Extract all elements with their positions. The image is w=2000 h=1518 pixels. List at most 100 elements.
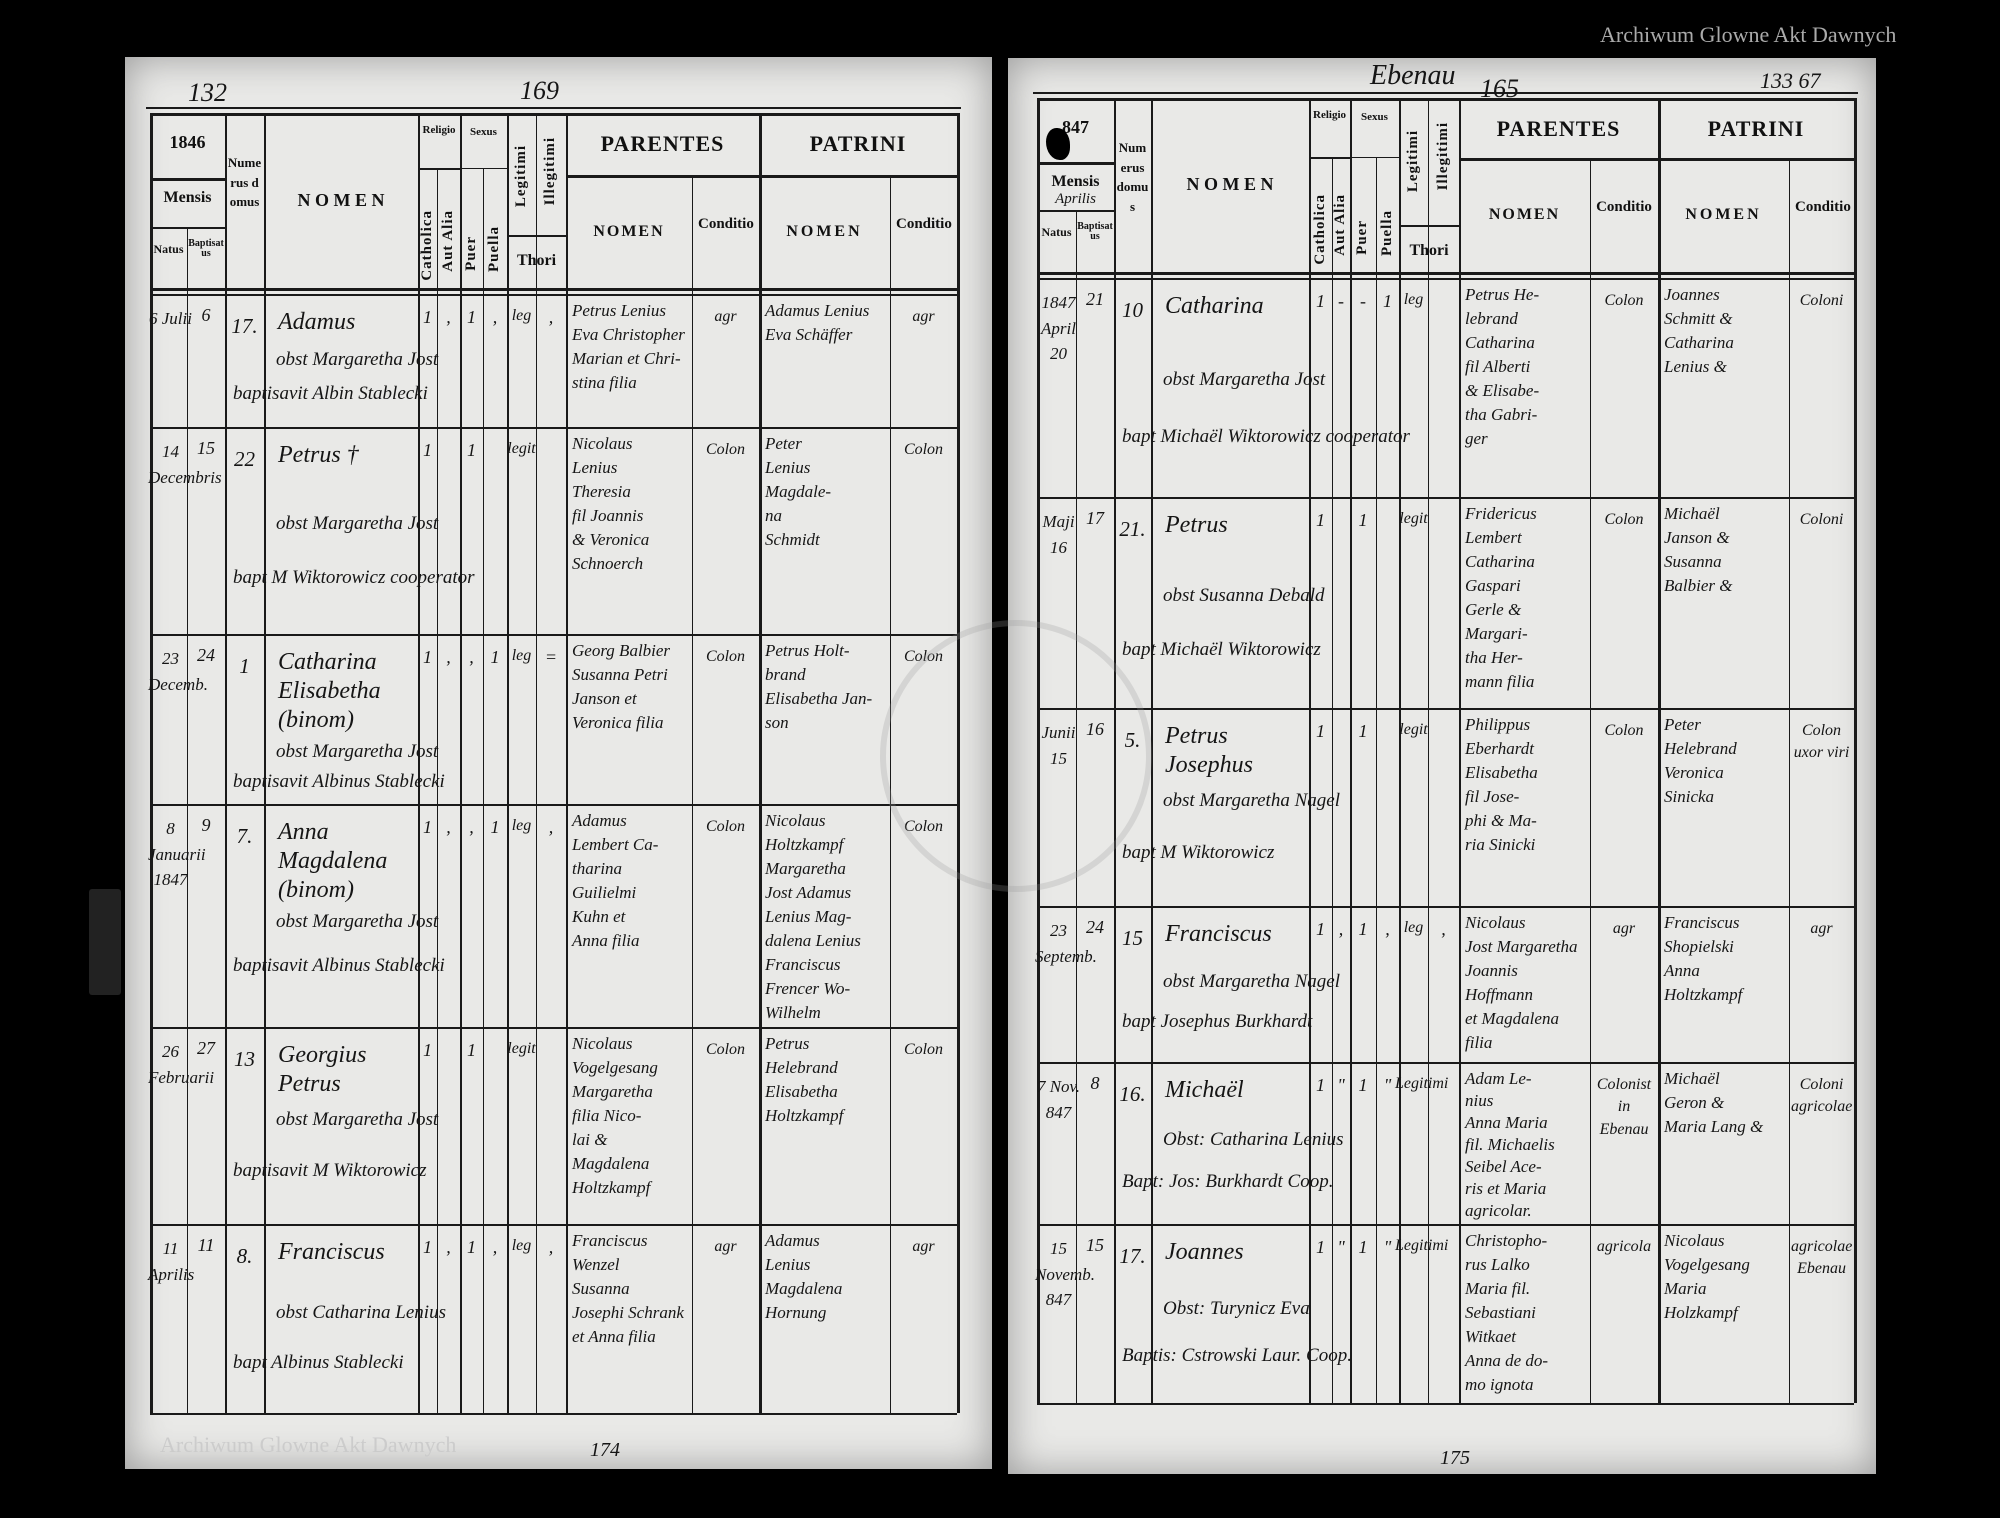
parents-line: Anna filia <box>572 931 640 950</box>
catholica-mark: 1 <box>1316 291 1325 311</box>
midwife-note: obst Catharina Lenius <box>276 1302 446 1323</box>
puer-mark: , <box>469 647 474 667</box>
parents-line: fil Jose- <box>1465 787 1520 806</box>
godparents-line: Lenius <box>765 1255 811 1274</box>
child-name: Georgius Petrus <box>278 1042 367 1097</box>
godparents-line: Helebrand <box>1664 739 1737 758</box>
godparents-line: Sinicka <box>1664 787 1715 806</box>
column-line <box>1459 98 1461 1403</box>
godparents-condition: Colon <box>903 441 944 458</box>
godparents-line: Magdalena <box>765 1279 843 1298</box>
parents-line: stina filia <box>572 373 637 392</box>
midwife-note: obst Margaretha Jost <box>276 349 439 370</box>
rule-line <box>1037 906 1854 908</box>
parentes-label: PARENTES <box>600 131 725 156</box>
parents-line: Lembert <box>1465 528 1522 547</box>
godparents-line: Peter <box>1664 715 1701 734</box>
thori-label: Thori <box>516 252 557 269</box>
baptisatus-date: 24 <box>197 645 215 665</box>
column-line <box>1350 98 1352 1403</box>
parents-line: Theresia <box>572 482 631 501</box>
patrini-conditio-label: Conditio <box>1795 199 1851 215</box>
illegitimi-mark: , <box>548 1237 554 1257</box>
rule-line <box>1033 92 1858 94</box>
puer-mark: - <box>1360 291 1366 311</box>
godparents-line: Magdale- <box>765 482 832 501</box>
parents-line: Adam Le- <box>1465 1069 1532 1088</box>
puella-mark: , <box>492 1237 498 1257</box>
parents-line: Marian et Chri- <box>572 349 681 368</box>
godparents-line: Schmidt <box>765 530 820 549</box>
parents-condition: Colon <box>705 818 746 835</box>
house-number: 16. <box>1119 1082 1146 1106</box>
parents-line: filia Nico- <box>572 1106 642 1125</box>
column-line <box>1854 98 1857 1403</box>
house-number: 17. <box>231 314 258 338</box>
parents-line: Eva Christopher <box>572 325 685 344</box>
parents-line: Gerle & <box>1465 600 1522 619</box>
child-name: Catharina <box>1165 293 1264 319</box>
godparents-line: Franciscus <box>1664 913 1740 932</box>
puer-mark: 1 <box>1358 1237 1368 1257</box>
natus-date: 23 Septemb. <box>1035 921 1097 966</box>
parents-line: & Elisabe- <box>1465 381 1540 400</box>
parents-line: Jost Margaretha <box>1465 937 1578 956</box>
godparents-line: Nicolaus <box>1664 1231 1725 1250</box>
legitimi-mark: leg <box>1403 291 1424 308</box>
godparents-line: Petrus <box>765 1034 810 1053</box>
parents-line: Eberhardt <box>1465 739 1534 758</box>
catholica-mark: 1 <box>1316 919 1325 939</box>
godparents-line: Elisabetha Jan- <box>765 689 873 708</box>
godparents-condition: agr <box>1810 920 1833 937</box>
rule-line <box>150 1027 957 1029</box>
legitimi-mark: legit <box>1399 721 1428 738</box>
parents-line: Nicolaus <box>572 1034 633 1053</box>
parents-line: fil Joannis <box>572 506 644 525</box>
rule-line <box>150 804 957 806</box>
parents-line: ria Sinicki <box>1465 835 1536 854</box>
religio-label: Religio <box>1313 109 1346 121</box>
parents-line: filia <box>1465 1033 1493 1052</box>
house-number: 1 <box>239 654 250 678</box>
child-name: Franciscus <box>1165 921 1272 947</box>
rule-line <box>150 1224 957 1226</box>
rule-line <box>150 427 957 429</box>
column-line <box>418 113 420 1413</box>
baptizer-note: Bapt: Jos: Burkhardt Coop. <box>1122 1171 1334 1192</box>
child-name: Anna Magdalena (binom) <box>278 819 388 903</box>
patrini-nomen-label: NOMEN <box>786 222 863 240</box>
midwife-note: obst Margaretha Jost <box>276 513 439 534</box>
column-line <box>483 168 484 1413</box>
godparents-condition: agr <box>912 308 935 325</box>
child-name: Franciscus <box>278 1239 385 1265</box>
illegitimi-mark: , <box>1441 919 1446 939</box>
rule-line <box>1399 225 1459 227</box>
catholica-mark: 1 <box>1316 1237 1325 1257</box>
legitimi-mark: legit <box>507 1040 536 1057</box>
godparents-line: Jost Adamus <box>765 883 852 902</box>
catholica-mark: 1 <box>423 1040 432 1060</box>
parents-condition: Colon <box>705 441 746 458</box>
illegitimi-mark: = <box>544 647 558 667</box>
godparents-condition: agr <box>912 1238 935 1255</box>
godparents-condition: Colon uxor viri <box>1793 722 1850 762</box>
parents-line: Janson et <box>572 689 637 708</box>
nomen-label: N O M E N <box>1186 174 1274 194</box>
catholica-label: Catholica <box>418 210 435 281</box>
parents-line: Catharina <box>1465 333 1535 352</box>
baptizer-note: baptisavit Albin Stablecki <box>233 383 428 404</box>
parents-line: lebrand <box>1465 309 1518 328</box>
page-number: 169 <box>520 76 559 105</box>
midwife-note: Obst: Turynicz Eva <box>1163 1298 1310 1319</box>
parents-line: Guilielmi <box>572 883 637 902</box>
parents-line: Nicolaus <box>572 434 633 453</box>
parents-line: Schnoerch <box>572 554 644 573</box>
rule-line <box>1037 210 1114 212</box>
baptisatus-date: 6 <box>201 305 211 325</box>
page-tab-marker <box>89 889 121 995</box>
house-number: 15 <box>1122 926 1143 950</box>
parents-line: Elisabetha <box>1465 763 1538 782</box>
illegitimi-label: Illegitimi <box>542 137 558 206</box>
column-line <box>1309 98 1311 1403</box>
folio-number: 133 67 <box>1760 68 1821 93</box>
